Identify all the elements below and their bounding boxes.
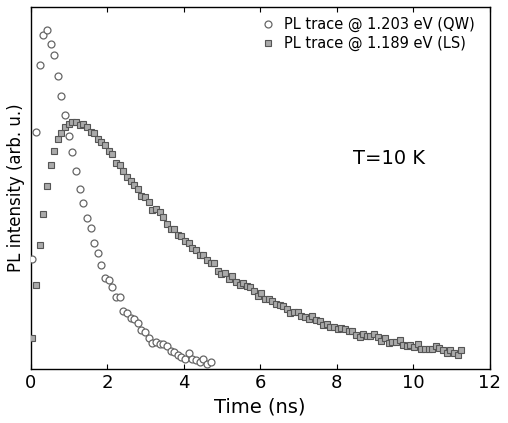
- PL trace @ 1.203 eV (QW): [164, 343, 170, 348]
- PL trace @ 1.203 eV (QW): [160, 341, 166, 346]
- PL trace @ 1.203 eV (QW): [95, 251, 101, 256]
- PL trace @ 1.203 eV (QW): [120, 308, 126, 313]
- PL trace @ 1.203 eV (QW): [109, 284, 115, 289]
- PL trace @ 1.203 eV (QW): [182, 357, 188, 362]
- PL trace @ 1.203 eV (QW): [117, 295, 123, 300]
- PL trace @ 1.203 eV (QW): [189, 356, 196, 361]
- PL trace @ 1.189 eV (LS): [29, 336, 36, 341]
- PL trace @ 1.203 eV (QW): [168, 348, 174, 353]
- PL trace @ 1.189 eV (LS): [70, 119, 76, 124]
- PL trace @ 1.189 eV (LS): [400, 342, 406, 347]
- PL trace @ 1.203 eV (QW): [113, 294, 119, 299]
- Line: PL trace @ 1.203 eV (QW): PL trace @ 1.203 eV (QW): [29, 27, 214, 368]
- PL trace @ 1.203 eV (QW): [91, 241, 97, 246]
- PL trace @ 1.203 eV (QW): [70, 149, 76, 154]
- PL trace @ 1.203 eV (QW): [135, 321, 141, 326]
- PL trace @ 1.203 eV (QW): [149, 341, 155, 346]
- PL trace @ 1.203 eV (QW): [62, 113, 68, 118]
- PL trace @ 1.189 eV (LS): [378, 338, 385, 343]
- PL trace @ 1.203 eV (QW): [142, 330, 148, 335]
- PL trace @ 1.203 eV (QW): [84, 215, 90, 220]
- X-axis label: Time (ns): Time (ns): [214, 397, 306, 416]
- PL trace @ 1.203 eV (QW): [138, 327, 144, 332]
- PL trace @ 1.203 eV (QW): [131, 316, 137, 321]
- PL trace @ 1.203 eV (QW): [51, 52, 57, 58]
- PL trace @ 1.189 eV (LS): [284, 306, 290, 311]
- PL trace @ 1.203 eV (QW): [156, 341, 163, 346]
- PL trace @ 1.189 eV (LS): [458, 348, 464, 353]
- PL trace @ 1.203 eV (QW): [80, 201, 86, 206]
- Text: T=10 K: T=10 K: [353, 149, 425, 168]
- PL trace @ 1.203 eV (QW): [102, 275, 108, 280]
- PL trace @ 1.203 eV (QW): [106, 277, 112, 282]
- PL trace @ 1.203 eV (QW): [197, 360, 203, 365]
- PL trace @ 1.203 eV (QW): [207, 360, 213, 365]
- PL trace @ 1.203 eV (QW): [33, 130, 39, 135]
- PL trace @ 1.203 eV (QW): [40, 32, 46, 37]
- PL trace @ 1.203 eV (QW): [66, 133, 72, 138]
- PL trace @ 1.203 eV (QW): [44, 27, 50, 33]
- PL trace @ 1.203 eV (QW): [204, 362, 210, 367]
- PL trace @ 1.203 eV (QW): [146, 335, 152, 341]
- PL trace @ 1.203 eV (QW): [87, 226, 93, 231]
- PL trace @ 1.203 eV (QW): [178, 354, 184, 360]
- PL trace @ 1.203 eV (QW): [193, 357, 199, 362]
- PL trace @ 1.203 eV (QW): [153, 340, 159, 345]
- PL trace @ 1.203 eV (QW): [124, 310, 130, 316]
- PL trace @ 1.203 eV (QW): [58, 93, 65, 99]
- PL trace @ 1.203 eV (QW): [200, 356, 206, 361]
- PL trace @ 1.203 eV (QW): [128, 316, 134, 321]
- PL trace @ 1.189 eV (LS): [168, 226, 174, 231]
- PL trace @ 1.203 eV (QW): [73, 169, 79, 174]
- Line: PL trace @ 1.189 eV (LS): PL trace @ 1.189 eV (LS): [29, 118, 464, 358]
- PL trace @ 1.189 eV (LS): [120, 169, 126, 174]
- Legend: PL trace @ 1.203 eV (QW), PL trace @ 1.189 eV (LS): PL trace @ 1.203 eV (QW), PL trace @ 1.1…: [257, 14, 478, 54]
- PL trace @ 1.203 eV (QW): [185, 350, 192, 355]
- PL trace @ 1.189 eV (LS): [455, 352, 461, 357]
- PL trace @ 1.203 eV (QW): [29, 256, 36, 261]
- PL trace @ 1.203 eV (QW): [171, 349, 177, 354]
- PL trace @ 1.203 eV (QW): [99, 263, 105, 268]
- PL trace @ 1.189 eV (LS): [345, 329, 352, 334]
- PL trace @ 1.203 eV (QW): [175, 352, 181, 357]
- Y-axis label: PL intensity (arb. u.): PL intensity (arb. u.): [7, 104, 25, 272]
- PL trace @ 1.203 eV (QW): [48, 41, 54, 47]
- PL trace @ 1.203 eV (QW): [55, 74, 61, 79]
- PL trace @ 1.203 eV (QW): [37, 63, 43, 68]
- PL trace @ 1.203 eV (QW): [77, 187, 83, 192]
